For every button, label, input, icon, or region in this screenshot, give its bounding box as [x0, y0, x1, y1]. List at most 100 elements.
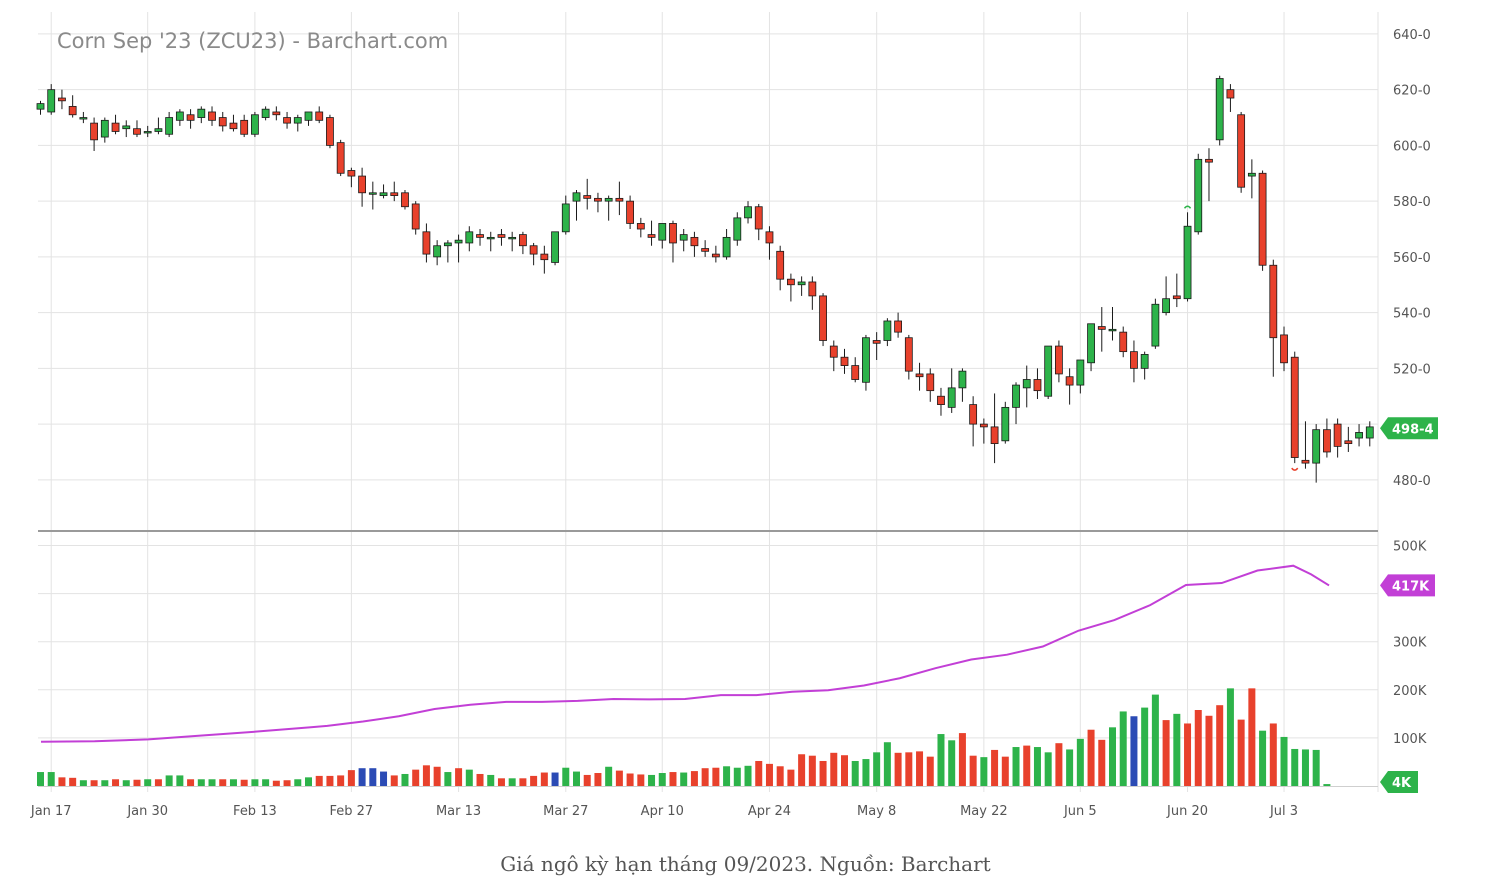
volume-bar [1162, 720, 1170, 786]
volume-bar [1216, 705, 1224, 786]
volume-bar [637, 774, 645, 786]
candle-down [754, 206, 763, 230]
candle-down [690, 236, 699, 247]
chart-title: Corn Sep '23 (ZCU23) - Barchart.com [57, 29, 448, 53]
volume-bar [905, 752, 913, 786]
x-tick-label: May 22 [960, 804, 1008, 819]
open-interest-layer [40, 564, 1330, 743]
x-tick-label: Apr 24 [748, 804, 791, 819]
candle-up [1162, 298, 1170, 314]
volume-bar [841, 755, 848, 786]
candle-down [808, 281, 817, 297]
x-tick-label: Mar 27 [543, 804, 588, 819]
volume-bar [755, 760, 763, 786]
volume-bar [991, 749, 999, 786]
candle-up [572, 192, 581, 202]
candle-down [315, 111, 324, 121]
volume-bar [79, 780, 87, 786]
volume-bar [1280, 736, 1288, 786]
candle-down [626, 200, 634, 224]
figure-caption: Giá ngô kỳ hạn tháng 09/2023. Nguồn: Bar… [500, 852, 991, 876]
candle-down [701, 248, 710, 252]
candle-down [776, 250, 785, 280]
candle-up [293, 117, 302, 124]
candle-down [411, 203, 420, 230]
volume-bar [1130, 716, 1138, 786]
volume-bar [240, 779, 248, 786]
price-tick-label: 620-0 [1393, 84, 1431, 99]
volume-bar [1237, 719, 1245, 786]
volume-bar [1109, 727, 1116, 786]
price-tick-label: 540-0 [1393, 307, 1431, 322]
candle-up [197, 108, 206, 118]
x-tick-label: Jun 20 [1166, 804, 1208, 819]
volume-bar [208, 779, 216, 786]
volume-bar [1055, 743, 1063, 786]
candle-down [1280, 334, 1288, 364]
volume-bar [1023, 745, 1031, 786]
candle-down [1033, 379, 1042, 392]
volume-bar [176, 775, 184, 786]
price-tick-label: 560-0 [1393, 251, 1431, 266]
candle-down [636, 223, 645, 230]
x-tick-label: Feb 13 [233, 804, 277, 819]
volume-bar [1312, 749, 1320, 786]
volume-bar [916, 751, 924, 786]
volume-bar [744, 765, 752, 786]
volume-bar [1087, 729, 1095, 786]
volume-bar [1151, 694, 1159, 786]
candle-down [1055, 345, 1063, 375]
candle-down [68, 105, 77, 116]
high-marker [1183, 205, 1192, 209]
candle-up [379, 192, 388, 196]
candle-down [218, 117, 227, 127]
candle-down [497, 234, 506, 238]
volume-bar [615, 770, 623, 786]
candle-down [519, 234, 527, 247]
volume-bar [229, 779, 237, 786]
x-tick-label: May 8 [857, 804, 896, 819]
volume-bar [122, 780, 130, 786]
volume-bar [455, 768, 463, 786]
candle-up [658, 223, 667, 241]
candle-down [58, 97, 66, 102]
candle-up [486, 236, 495, 240]
candle-down [1097, 326, 1106, 330]
volume-bars [37, 688, 1331, 786]
candle-down [872, 340, 881, 344]
x-tick-label: Jun 5 [1063, 804, 1097, 819]
volume-bar [337, 775, 345, 786]
x-tick-label: Jan 17 [30, 804, 72, 819]
candle-up [722, 236, 731, 258]
candle-up [261, 108, 270, 118]
axis-labels: Jan 17 Jan 30 Feb 13 Feb 27 Mar 13 Mar 27 Apr … [30, 28, 1431, 819]
volume-bar [551, 772, 559, 786]
candle-up [733, 217, 742, 241]
volume-badge-text: 4K [1392, 776, 1412, 791]
volume-tick-label: 100K [1393, 732, 1427, 747]
candle-up [1108, 328, 1117, 332]
volume-bar [765, 763, 773, 786]
candle-up [797, 281, 806, 286]
candle-down [969, 404, 978, 425]
volume-bar [1301, 749, 1309, 786]
candle-up [508, 236, 517, 240]
price-tick-label: 580-0 [1393, 195, 1431, 210]
x-tick-label: Apr 10 [641, 804, 684, 819]
volume-bar [669, 772, 677, 786]
volume-bar [305, 777, 312, 786]
x-tick-label: Jan 30 [126, 804, 168, 819]
volume-bar [873, 752, 881, 786]
candle-up [679, 234, 688, 241]
candle-up [1312, 429, 1321, 464]
volume-bar [573, 771, 580, 786]
volume-bar [433, 766, 441, 786]
candle-up [454, 239, 463, 244]
volume-bar [133, 779, 141, 786]
volume-bar [830, 752, 838, 786]
candle-down [765, 231, 774, 244]
volume-bar [165, 775, 173, 786]
volume-tick-label: 200K [1393, 684, 1427, 699]
volume-bar [980, 757, 988, 786]
volume-bar [690, 771, 698, 786]
